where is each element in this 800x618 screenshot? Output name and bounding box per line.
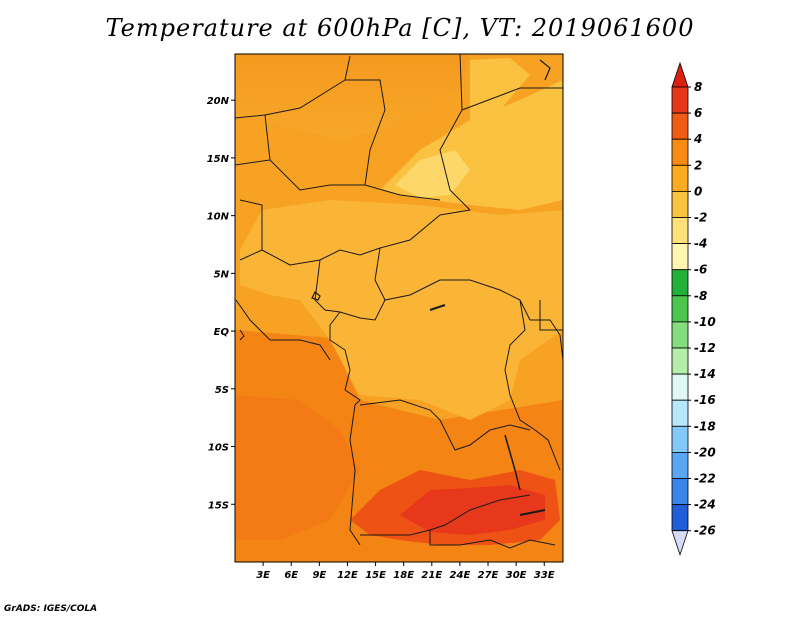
colorbar-box xyxy=(671,451,689,479)
y-tick-label: EQ xyxy=(214,327,230,338)
colorbar-bottom-triangle xyxy=(671,530,689,556)
colorbar-box xyxy=(671,243,689,271)
x-tick-label: 9E xyxy=(312,570,326,581)
y-tick-label: 10N xyxy=(207,212,230,223)
colorbar-label: -14 xyxy=(694,367,716,381)
colorbar-box xyxy=(671,399,689,427)
x-tick-label: 30E xyxy=(506,570,527,581)
colorbar-box xyxy=(671,347,689,375)
colorbar-box xyxy=(671,321,689,349)
y-tick-label: 15S xyxy=(208,500,229,511)
colorbar-label: -18 xyxy=(694,419,716,433)
colorbar-label: 8 xyxy=(694,80,702,94)
field-region-sahel-pale xyxy=(395,150,470,198)
footer-credit: GrADS: IGES/COLA xyxy=(4,604,98,614)
y-tick-label: 10S xyxy=(208,443,229,454)
x-tick-label: 15E xyxy=(365,570,386,581)
x-tick-label: 3E xyxy=(256,570,270,581)
field-region-north-pale xyxy=(470,58,530,120)
colorbar-box xyxy=(671,112,689,140)
country-borders xyxy=(235,54,563,549)
colorbar-label: -16 xyxy=(694,393,716,407)
colorbar-label: -20 xyxy=(694,445,716,459)
colorbar-label: -6 xyxy=(694,263,707,277)
colorbar-box xyxy=(671,295,689,323)
colorbar-label: -4 xyxy=(694,237,707,251)
field-region-west-coast xyxy=(235,395,360,540)
x-tick-label: 6E xyxy=(284,570,298,581)
colorbar-box xyxy=(671,86,689,114)
colorbar-box xyxy=(671,425,689,453)
colorbar: 8 6 4 2 0 -2 -4 -6 -8 -10 -12 -14 -16 -18 -20 -22 -24 -26 xyxy=(671,61,716,556)
map-frame xyxy=(234,53,564,563)
y-tick-label: 5S xyxy=(215,385,229,396)
colorbar-top-triangle xyxy=(671,61,689,88)
colorbar-label: -12 xyxy=(694,341,716,355)
x-tick-label: 24E xyxy=(450,570,471,581)
colorbar-box xyxy=(671,504,689,532)
field-region-north-orange xyxy=(235,54,470,140)
x-tick-label: 33E xyxy=(534,570,555,581)
colorbar-box xyxy=(671,373,689,401)
colorbar-label: 6 xyxy=(694,106,702,120)
colorbar-box xyxy=(671,164,689,192)
colorbar-box xyxy=(671,269,689,297)
colorbar-label: 4 xyxy=(693,132,702,146)
colorbar-box xyxy=(671,217,689,245)
colorbar-label: -26 xyxy=(694,524,716,538)
chart-title: Temperature at 600hPa [C], VT: 201906160… xyxy=(105,14,695,42)
y-tick-label: 15N xyxy=(207,154,230,165)
x-tick-label: 21E xyxy=(421,570,442,581)
field-region-central-light xyxy=(240,200,563,420)
colorbar-label: 2 xyxy=(694,158,702,172)
colorbar-box xyxy=(671,138,689,166)
colorbar-label: -2 xyxy=(694,211,707,225)
y-axis: 20N 15N 10N 5N EQ 5S 10S 15S xyxy=(207,96,235,511)
x-axis: 3E 6E 9E 12E 15E 18E 21E 24E 27E 30E 33E xyxy=(256,562,555,581)
colorbar-box xyxy=(671,190,689,218)
x-tick-label: 18E xyxy=(393,570,414,581)
field-region-southern-red-core xyxy=(400,485,545,535)
colorbar-label: -24 xyxy=(694,498,716,512)
x-tick-label: 27E xyxy=(478,570,499,581)
y-tick-label: 5N xyxy=(214,269,230,280)
colorbar-label: 0 xyxy=(694,184,702,198)
colorbar-box xyxy=(671,478,689,506)
colorbar-label: -8 xyxy=(694,289,707,303)
colorbar-label: -22 xyxy=(694,472,716,486)
colorbar-label: -10 xyxy=(694,315,716,329)
y-tick-label: 20N xyxy=(207,96,230,107)
temperature-field xyxy=(235,54,563,562)
x-tick-label: 12E xyxy=(337,570,358,581)
